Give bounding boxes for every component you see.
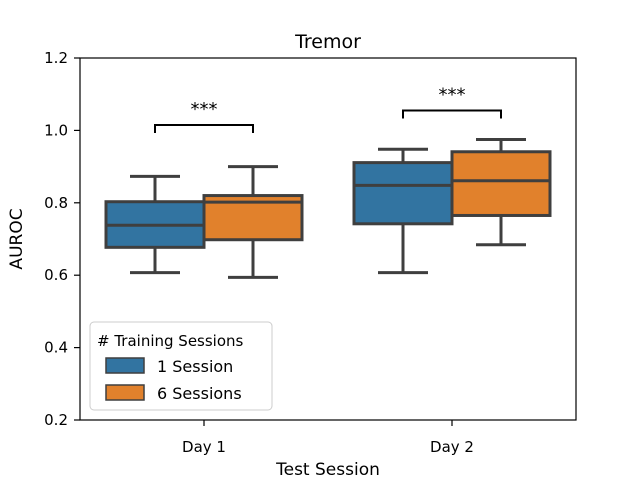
annotations-layer: *** *** bbox=[154, 84, 502, 133]
boxes-layer bbox=[104, 137, 552, 279]
box-iqr bbox=[352, 161, 454, 226]
legend-swatch bbox=[105, 384, 145, 401]
y-tick-label: 0.8 bbox=[44, 194, 68, 212]
y-tick-label: 0.6 bbox=[44, 266, 68, 284]
legend-label: 6 Sessions bbox=[157, 384, 242, 403]
significance-bracket bbox=[154, 123, 254, 133]
x-tick-label: Day 1 bbox=[182, 438, 226, 456]
axes-layer: 0.2 0.4 0.6 0.8 1.0 1.2 Day 1 Day 2 bbox=[44, 49, 577, 456]
legend-label: 1 Session bbox=[157, 357, 233, 376]
legend-swatch bbox=[105, 357, 145, 374]
box-1-1 bbox=[104, 174, 206, 275]
legend: # Training Sessions 1 Session 6 Sessions bbox=[89, 321, 273, 411]
legend-title: # Training Sessions bbox=[97, 332, 244, 350]
box-iqr bbox=[450, 150, 552, 217]
box-2-2 bbox=[450, 137, 552, 247]
chart-title: Tremor bbox=[294, 31, 361, 53]
y-axis-label: AUROC bbox=[7, 208, 27, 269]
x-axis-label: Test Session bbox=[275, 460, 380, 480]
significance-bracket bbox=[402, 109, 502, 119]
y-tick-label: 0.2 bbox=[44, 411, 68, 429]
significance-label: *** bbox=[191, 99, 218, 120]
significance-label: *** bbox=[439, 84, 466, 105]
y-tick-label: 1.2 bbox=[44, 49, 68, 67]
box-2-1 bbox=[202, 165, 304, 279]
box-1-2 bbox=[352, 147, 454, 275]
y-tick-label: 1.0 bbox=[44, 121, 68, 139]
x-tick-label: Day 2 bbox=[430, 438, 474, 456]
plot-frame bbox=[79, 57, 577, 421]
y-tick-label: 0.4 bbox=[44, 339, 68, 357]
